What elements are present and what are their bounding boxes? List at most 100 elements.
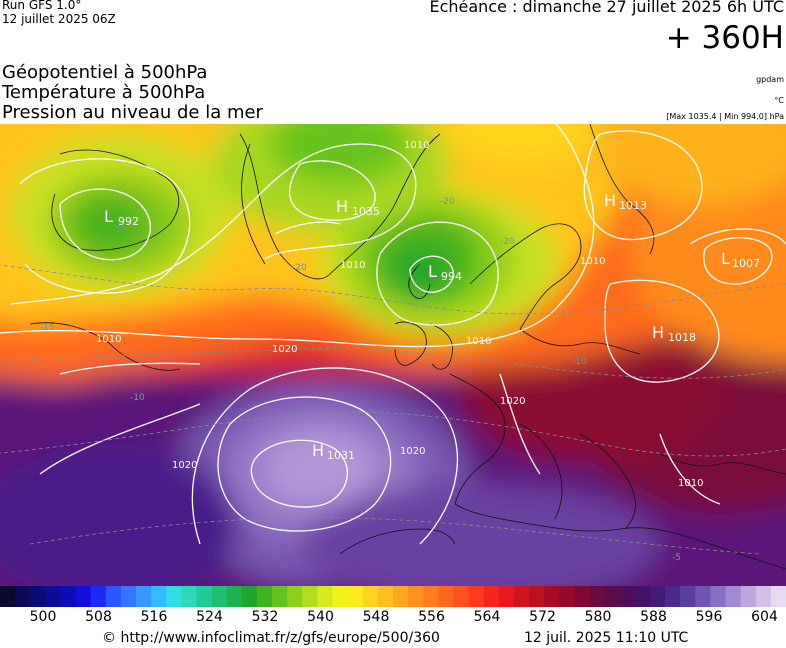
- color-scale-swatch: [604, 586, 621, 607]
- temperature-label: -20: [440, 197, 455, 207]
- temperature-label: -10: [130, 393, 145, 403]
- svg-text:1035: 1035: [352, 205, 380, 218]
- color-scale-swatch: [634, 586, 651, 607]
- color-scale-label: 548: [362, 609, 390, 625]
- pressure-center-high: H 1031: [312, 441, 355, 462]
- run-label: Run GFS 1.0°: [2, 0, 82, 12]
- color-scale-swatch: [302, 586, 318, 607]
- temperature-label: -20: [292, 263, 307, 273]
- color-scale-swatch: [770, 586, 786, 607]
- color-scale-label: 508: [85, 609, 112, 625]
- color-scale-swatch: [60, 586, 77, 607]
- svg-text:L: L: [104, 207, 113, 226]
- isobar-label: 1020: [272, 344, 297, 355]
- temperature-labels: -20 -20 -20 -20 -15 -10 -10 -5: [40, 197, 681, 563]
- title-temperature: Température à 500hPa: [2, 82, 206, 103]
- color-scale-swatch: [574, 586, 590, 607]
- isobar-label: 1010: [96, 334, 121, 345]
- color-scale-swatch: [408, 586, 424, 607]
- color-scale-swatch: [393, 586, 409, 607]
- unit-geopotential: gpdam: [756, 75, 784, 84]
- color-scale-swatch: [226, 586, 243, 607]
- color-scale-label: 532: [251, 609, 279, 625]
- pressure-center-high: H 1013: [604, 191, 647, 212]
- color-scale-label: 500: [29, 609, 57, 625]
- color-scale-swatch: [75, 586, 92, 607]
- isobar-label: 1010: [340, 260, 365, 271]
- color-scale-swatch: [287, 586, 303, 607]
- color-scale-swatch: [377, 586, 394, 607]
- color-scale-swatch: [211, 586, 228, 607]
- pressure-center-low: L 1007: [721, 249, 760, 270]
- color-scale-label: 580: [584, 609, 612, 625]
- color-scale-swatch: [453, 586, 470, 607]
- color-scale-swatch: [362, 586, 379, 607]
- geopotential-field: [0, 124, 786, 586]
- color-scale-swatch: [0, 586, 16, 607]
- isobar-label: 1020: [500, 396, 525, 407]
- color-scale-swatch: [468, 586, 485, 607]
- color-scale-swatch: [589, 586, 606, 607]
- isobar-label: 1010: [404, 140, 429, 151]
- temperature-isotherms: [0, 264, 786, 555]
- color-scale-label: 516: [140, 609, 168, 625]
- coastlines: [29, 124, 786, 570]
- weather-map: -20 -20 -20 -20 -15 -10 -10 -5 1010 1010…: [0, 124, 786, 586]
- isobar-label: 1010: [678, 478, 703, 489]
- color-scale-swatch: [438, 586, 454, 607]
- color-scale-swatch: [665, 586, 681, 607]
- color-scale-swatch: [241, 586, 258, 607]
- color-scale-swatch: [559, 586, 575, 607]
- color-scale-swatch: [196, 586, 213, 607]
- color-scale-swatch: [710, 586, 727, 607]
- color-scale-swatch: [740, 586, 757, 607]
- color-scale-swatch: [529, 586, 545, 607]
- color-scale-swatch: [649, 586, 666, 607]
- color-scale-label: 564: [473, 609, 501, 625]
- color-scale-label: 596: [695, 609, 723, 625]
- color-scale-label: 524: [196, 609, 223, 625]
- svg-text:994: 994: [441, 270, 462, 283]
- title-pressure: Pression au niveau de la mer: [2, 102, 263, 123]
- color-scale-label: 540: [307, 609, 334, 625]
- isobar-label: 1010: [466, 336, 491, 347]
- color-scale-swatch: [166, 586, 182, 607]
- color-scale-labels: 500 508 516 524 532 540 548 556 564 572 580 588 596 6…: [0, 609, 786, 627]
- color-scale-swatch: [347, 586, 364, 607]
- footer-timestamp: 12 juil. 2025 11:10 UTC: [524, 630, 689, 646]
- color-scale-swatch: [423, 586, 439, 607]
- color-scale-label: 572: [529, 609, 556, 625]
- color-scale-swatch: [151, 586, 167, 607]
- valid-time-label: Echéance : dimanche 27 juillet 2025 6h U…: [429, 0, 784, 16]
- temperature-label: -20: [112, 225, 127, 235]
- svg-text:H: H: [652, 323, 664, 342]
- svg-text:H: H: [604, 191, 616, 210]
- svg-text:1031: 1031: [327, 449, 355, 462]
- unit-temperature: °C: [774, 96, 784, 105]
- color-scale-swatch: [544, 586, 560, 607]
- isobars: [0, 124, 786, 545]
- svg-text:L: L: [428, 262, 437, 281]
- color-scale-swatch: [483, 586, 500, 607]
- color-scale-swatch: [45, 586, 61, 607]
- color-scale-label: 604: [751, 609, 778, 625]
- pressure-range: [Max 1035.4 | Min 994.0] hPa: [666, 112, 784, 121]
- svg-text:H: H: [336, 197, 348, 216]
- pressure-center-low: L 994: [428, 262, 462, 283]
- isobar-label: 1020: [400, 446, 425, 457]
- color-scale-swatch: [256, 586, 273, 607]
- lead-time-label: + 360H: [665, 20, 784, 56]
- color-scale-swatch: [695, 586, 711, 607]
- color-scale-swatch: [181, 586, 197, 607]
- color-scale-swatch: [105, 586, 122, 607]
- svg-text:1013: 1013: [619, 199, 647, 212]
- color-scale-swatch: [498, 586, 515, 607]
- color-scale-swatch: [90, 586, 107, 607]
- svg-text:992: 992: [118, 215, 139, 228]
- color-scale: [0, 586, 786, 607]
- pressure-center-high: H 1018: [652, 323, 696, 344]
- color-scale-swatch: [755, 586, 772, 607]
- footer-url: © http://www.infoclimat.fr/z/gfs/europe/…: [102, 630, 440, 646]
- svg-text:L: L: [721, 249, 730, 268]
- run-date: 12 juillet 2025 06Z: [2, 12, 116, 26]
